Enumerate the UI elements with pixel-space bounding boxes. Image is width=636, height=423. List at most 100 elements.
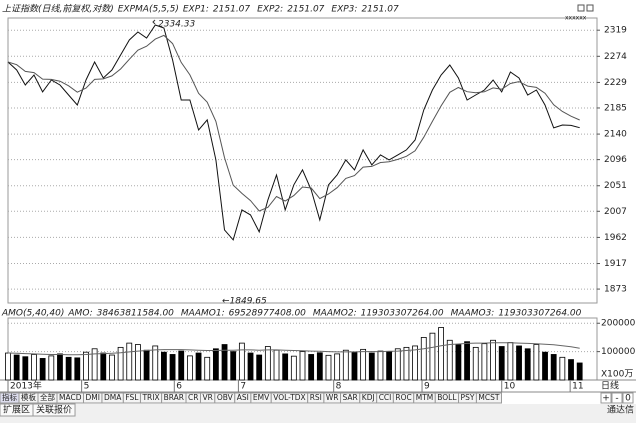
volume-bar bbox=[290, 355, 297, 381]
volume-bar bbox=[282, 353, 289, 381]
tab-label: MTM bbox=[416, 393, 434, 402]
tab-label: DMI bbox=[85, 393, 99, 402]
volume-bar bbox=[507, 342, 514, 381]
volume-bar bbox=[464, 341, 470, 381]
zoom-button[interactable] bbox=[600, 392, 612, 404]
window-button[interactable] bbox=[586, 4, 594, 12]
y-tick-label: 2185 bbox=[604, 103, 627, 113]
volume-bar bbox=[186, 355, 193, 381]
volume-bar bbox=[221, 344, 228, 381]
high-annotation: 2334.33 bbox=[158, 20, 195, 30]
volume-bar bbox=[169, 354, 176, 381]
volume-bar bbox=[230, 351, 237, 381]
y-tick-label: 2319 bbox=[604, 26, 627, 36]
volume-bar bbox=[568, 359, 574, 381]
volume-bar bbox=[74, 357, 81, 381]
volume-bar bbox=[325, 354, 332, 381]
volume-bar bbox=[143, 349, 150, 381]
x-tick-label: 5 bbox=[84, 382, 90, 392]
volume-bar bbox=[334, 353, 341, 381]
volume-bar bbox=[204, 356, 211, 381]
window-button[interactable] bbox=[577, 4, 585, 12]
low-annotation: ←1849.65 bbox=[222, 297, 267, 307]
indicator-name: EXPMA(5,5,5) bbox=[118, 5, 179, 15]
y-tick-label: 2140 bbox=[604, 130, 627, 140]
x-tick-label: 8 bbox=[336, 382, 342, 392]
volume-bar bbox=[360, 348, 367, 381]
volume-bar bbox=[524, 348, 531, 381]
tab-label: 模板 bbox=[21, 392, 36, 402]
tab-label: DMA bbox=[104, 393, 122, 402]
y-tick-label: 1917 bbox=[604, 259, 627, 269]
tab-label: OBV bbox=[217, 393, 234, 402]
volume-bar bbox=[368, 352, 375, 381]
readout-name: MAAMO1: bbox=[181, 309, 225, 319]
panel-title: 上证指数(日线,前复权,对数) bbox=[2, 4, 114, 15]
readout-name: AMO: bbox=[67, 309, 92, 319]
volume-bar bbox=[446, 339, 453, 381]
volume-bar bbox=[420, 337, 427, 381]
y-tick-label: 2007 bbox=[604, 207, 627, 217]
volume-bar bbox=[117, 346, 124, 381]
volume-bar bbox=[472, 346, 479, 381]
zoom-button[interactable] bbox=[611, 392, 623, 404]
zoom-button-label: 0 bbox=[625, 394, 631, 404]
volume-bar bbox=[498, 346, 505, 381]
period-label: 日线 bbox=[601, 380, 619, 392]
footer-tab[interactable] bbox=[32, 403, 76, 417]
volume-bar bbox=[65, 356, 72, 381]
volume-bar bbox=[256, 354, 263, 381]
tab-label: 全部 bbox=[40, 392, 55, 402]
zoom-button[interactable] bbox=[622, 392, 634, 404]
high-marker bbox=[152, 19, 156, 25]
tab[interactable] bbox=[475, 392, 502, 404]
dots: xxxxxx bbox=[565, 15, 587, 22]
readout-value: 119303307264.00 bbox=[498, 309, 581, 319]
zoom-button-label: + bbox=[602, 394, 610, 404]
volume-bar bbox=[212, 348, 219, 381]
price-panel bbox=[7, 17, 598, 304]
volume-bar bbox=[386, 351, 393, 381]
x-tick-label: 6 bbox=[176, 382, 182, 392]
volume-bar bbox=[5, 352, 11, 381]
volume-bar bbox=[403, 346, 410, 381]
footer-bar bbox=[0, 404, 636, 423]
series-line bbox=[7, 34, 580, 212]
tab-label: CCI bbox=[379, 393, 392, 402]
volume-bar bbox=[39, 358, 46, 381]
volume-bar bbox=[83, 351, 89, 381]
volume-bar bbox=[178, 350, 185, 381]
volume-bar bbox=[316, 352, 323, 381]
tab-label: 指标 bbox=[2, 392, 17, 402]
tab-label: BOLL bbox=[437, 393, 457, 402]
tab-label: KDJ bbox=[362, 393, 375, 402]
y-tick-label: 2274 bbox=[604, 52, 627, 62]
volume-bar bbox=[264, 346, 271, 381]
y-tick-label: 200000 bbox=[601, 319, 636, 329]
volume-bar bbox=[429, 332, 436, 381]
volume-bar bbox=[152, 345, 159, 381]
volume-bar bbox=[273, 349, 280, 381]
volume-bar bbox=[394, 348, 401, 381]
x-tick-label: 9 bbox=[424, 382, 430, 392]
series-line bbox=[7, 24, 580, 241]
volume-bar bbox=[576, 362, 583, 381]
volume-bar bbox=[100, 352, 107, 381]
tab-label: FSL bbox=[125, 393, 139, 402]
tab-label: ASI bbox=[237, 393, 249, 402]
volume-bar bbox=[91, 348, 98, 381]
y-tick-label: 2096 bbox=[604, 155, 627, 165]
volume-bar bbox=[57, 353, 63, 381]
tab-label: MCST bbox=[478, 393, 499, 402]
panel-title: AMO(5,40,40) bbox=[1, 309, 64, 319]
readout-value: 69528977408.00 bbox=[229, 309, 307, 319]
volume-bar bbox=[542, 351, 548, 381]
tab-label: PSY bbox=[461, 393, 475, 402]
series-line bbox=[7, 342, 580, 356]
status: 通达信 bbox=[607, 404, 634, 416]
tab-label: MACD bbox=[59, 393, 82, 402]
volume-bar bbox=[490, 339, 496, 381]
x-tick-label: 7 bbox=[240, 382, 246, 392]
volume-bar bbox=[559, 356, 566, 381]
